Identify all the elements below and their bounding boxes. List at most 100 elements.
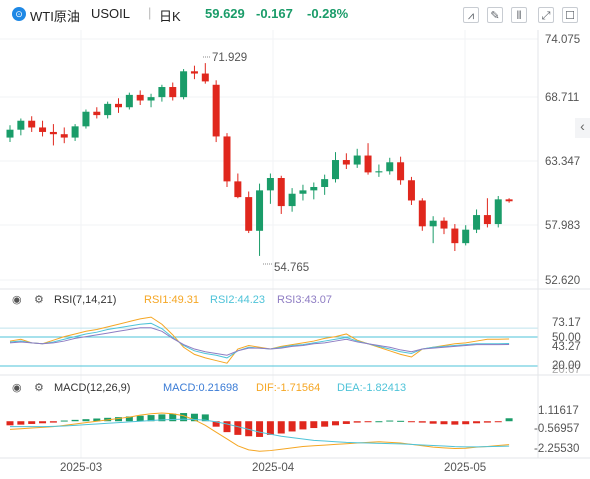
candle-body bbox=[375, 171, 383, 173]
macd-bar bbox=[180, 413, 188, 422]
symbol-name[interactable]: WTI原油 bbox=[30, 9, 80, 24]
price-change-percent: -0.28% bbox=[307, 6, 349, 21]
macd-bar bbox=[125, 416, 133, 422]
macd-bar bbox=[473, 421, 481, 424]
rsi-label-1: 73.17 bbox=[552, 317, 581, 329]
macd-bar bbox=[321, 421, 329, 427]
candle-body bbox=[332, 160, 339, 180]
candle-body bbox=[288, 193, 296, 207]
chart-type-icon[interactable]: ⩘ bbox=[463, 7, 479, 23]
rsi-label-2: 50.00 bbox=[552, 332, 581, 344]
rsi-label-5: 20.67 bbox=[552, 364, 581, 376]
candle-body bbox=[39, 127, 47, 132]
candle-body bbox=[473, 215, 481, 230]
macd-value: MACD:0.21698 bbox=[163, 382, 238, 394]
collapse-panel-button[interactable]: ‹ bbox=[575, 118, 590, 138]
candle-body bbox=[60, 134, 68, 138]
last-price: 59.629 bbox=[205, 6, 245, 21]
macd-bar bbox=[201, 414, 209, 422]
candle-body bbox=[266, 178, 274, 191]
candle-body bbox=[180, 71, 188, 98]
macd-bar bbox=[234, 421, 242, 435]
candle-body bbox=[71, 126, 79, 138]
macd-bar bbox=[39, 421, 47, 424]
candle-body bbox=[223, 136, 231, 182]
symbol-code[interactable]: USOIL bbox=[91, 6, 131, 21]
fullscreen-icon[interactable]: ⤢ bbox=[538, 7, 554, 23]
rsi-label-4: 20.00 bbox=[552, 360, 581, 372]
macd-bar bbox=[364, 421, 372, 423]
macd-bar bbox=[288, 421, 296, 432]
macd-bar bbox=[49, 421, 57, 423]
macd-bar bbox=[418, 421, 426, 423]
candle-body bbox=[190, 71, 198, 74]
macd-bar bbox=[494, 421, 502, 423]
candle-body bbox=[93, 111, 101, 116]
interval-selector[interactable]: 日K bbox=[159, 9, 181, 24]
dif-value: DIF:-1.71564 bbox=[256, 382, 320, 394]
macd-label-2: -0.56957 bbox=[534, 423, 579, 435]
macd-bar bbox=[375, 421, 383, 423]
candle-body bbox=[245, 197, 253, 231]
candle-body bbox=[82, 111, 90, 127]
divider: | bbox=[148, 5, 152, 20]
macd-bar bbox=[93, 418, 101, 422]
dif-line bbox=[9, 412, 510, 452]
macd-bar bbox=[462, 421, 470, 425]
rsi-settings-icon[interactable]: ⚙ bbox=[34, 294, 44, 306]
candle-body bbox=[234, 181, 242, 198]
macd-bar bbox=[451, 421, 459, 425]
macd-bar bbox=[147, 415, 155, 422]
macd-bar bbox=[223, 421, 231, 433]
candle-body bbox=[158, 87, 166, 98]
rsi3-line bbox=[9, 327, 510, 356]
x-label-3: 2025-05 bbox=[444, 462, 486, 474]
price-label-5: 52.620 bbox=[545, 275, 580, 287]
macd-bar bbox=[397, 420, 405, 422]
macd-bar bbox=[28, 421, 36, 424]
rsi1-value: RSI1:49.31 bbox=[144, 294, 199, 306]
macd-bar bbox=[60, 420, 68, 422]
candle-body bbox=[505, 199, 513, 202]
macd-bar bbox=[429, 421, 437, 424]
price-label-1: 74.075 bbox=[545, 34, 580, 46]
macd-bar bbox=[136, 415, 144, 422]
rsi1-line bbox=[9, 316, 510, 364]
macd-bar bbox=[266, 421, 274, 435]
price-label-2: 68.711 bbox=[545, 92, 579, 104]
macd-bar bbox=[212, 421, 220, 427]
candle-body bbox=[321, 179, 329, 187]
macd-bar bbox=[332, 421, 339, 426]
macd-bar bbox=[505, 418, 513, 422]
macd-bar bbox=[342, 421, 350, 424]
macd-bar bbox=[353, 421, 361, 423]
more-icon[interactable]: ☐ bbox=[562, 7, 578, 23]
macd-bar bbox=[82, 419, 90, 422]
macd-settings-icon[interactable]: ⚙ bbox=[34, 382, 44, 394]
macd-title: MACD(12,26,9) bbox=[54, 382, 130, 394]
price-change: -0.167 bbox=[256, 6, 293, 21]
rsi-visibility-icon[interactable]: ◉ bbox=[12, 294, 22, 306]
macd-bar bbox=[407, 421, 415, 423]
candle-body bbox=[115, 103, 122, 108]
settings-icon[interactable]: ⫴ bbox=[511, 7, 527, 23]
macd-bar bbox=[483, 421, 491, 423]
candle-body bbox=[483, 215, 491, 225]
macd-bar bbox=[299, 421, 307, 430]
macd-visibility-icon[interactable]: ◉ bbox=[12, 382, 22, 394]
high-price-marker: 71.929 bbox=[212, 52, 247, 64]
low-price-marker: 54.765 bbox=[274, 262, 309, 274]
candle-body bbox=[386, 162, 394, 172]
candle-body bbox=[310, 186, 318, 191]
candle-body bbox=[494, 199, 502, 225]
rsi2-value: RSI2:44.23 bbox=[210, 294, 265, 306]
candle-body bbox=[256, 190, 264, 231]
candle-body bbox=[104, 103, 112, 116]
candle-body bbox=[299, 190, 307, 194]
macd-bar bbox=[158, 414, 166, 422]
macd-bar bbox=[440, 421, 448, 425]
indicator-icon[interactable]: ✎ bbox=[487, 7, 503, 23]
candle-body bbox=[125, 94, 133, 108]
candle-body bbox=[364, 155, 372, 173]
